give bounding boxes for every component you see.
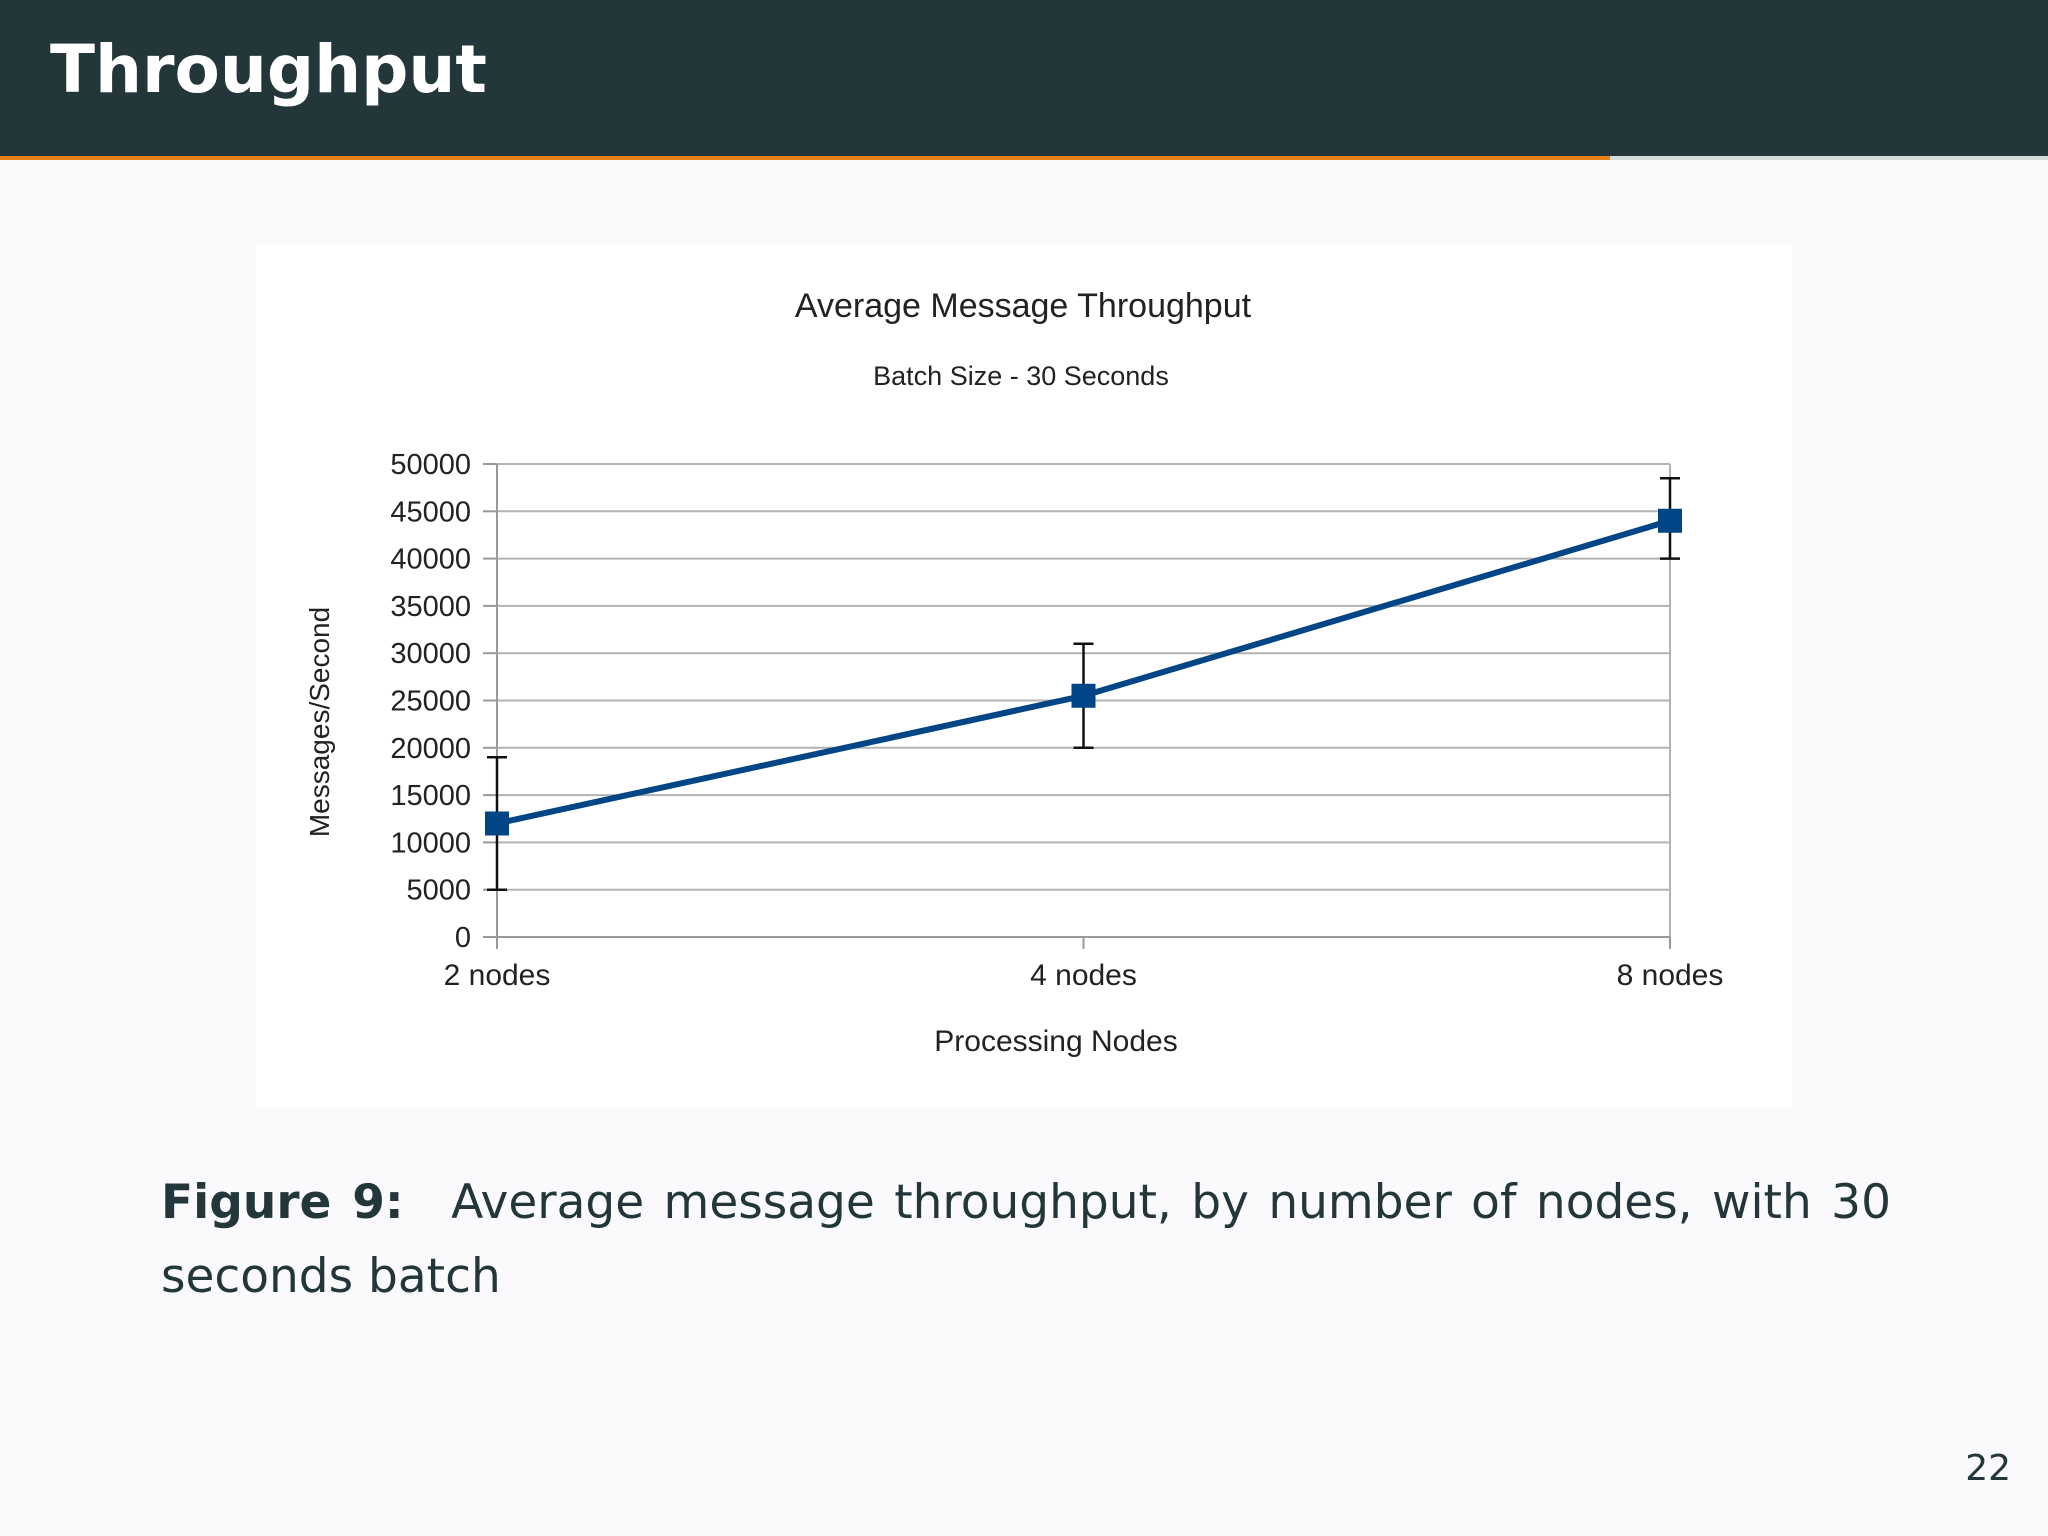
y-tick-label: 15000 (390, 780, 471, 812)
chart-panel: Average Message Throughput Batch Size - … (256, 244, 1792, 1108)
chart-subtitle: Batch Size - 30 Seconds (873, 361, 1169, 391)
x-axis-label: Processing Nodes (934, 1025, 1177, 1058)
y-tick-label: 40000 (390, 544, 471, 576)
y-axis-label: Messages/Second (304, 607, 335, 837)
progress-bar-fill (0, 156, 1610, 160)
slide-header: Throughput (0, 0, 2048, 156)
y-tick-label: 45000 (390, 496, 471, 528)
y-tick-label: 50000 (390, 449, 471, 481)
y-tick-label: 10000 (390, 827, 471, 859)
data-point-marker (485, 811, 509, 836)
caption-label: Figure 9: (161, 1175, 404, 1230)
y-tick-label: 20000 (390, 733, 471, 765)
slide-title: Throughput (50, 31, 487, 108)
caption-text: Average message throughput, by number of… (161, 1175, 1891, 1304)
figure-caption: Figure 9: Average message throughput, by… (161, 1166, 1891, 1314)
y-tick-label: 5000 (406, 875, 471, 907)
line-chart: Average Message Throughput Batch Size - … (304, 287, 1723, 1058)
x-tick-label: 8 nodes (1617, 959, 1724, 992)
y-tick-label: 30000 (390, 638, 471, 670)
x-tick-label: 2 nodes (444, 959, 551, 992)
chart-title: Average Message Throughput (795, 287, 1252, 325)
progress-bar (0, 156, 2048, 160)
axis-layer: 0 5000 10000 15000 20000 25000 30000 35000 40000… (390, 449, 1723, 992)
page-number: 22 (1965, 1448, 2011, 1489)
x-tick-label: 4 nodes (1030, 959, 1137, 992)
y-tick-label: 35000 (390, 591, 471, 623)
y-tick-label: 0 (455, 922, 471, 954)
data-point-marker (1071, 683, 1096, 708)
data-point-marker (1658, 508, 1682, 533)
y-tick-label: 25000 (390, 686, 471, 718)
series-layer (485, 476, 1682, 891)
